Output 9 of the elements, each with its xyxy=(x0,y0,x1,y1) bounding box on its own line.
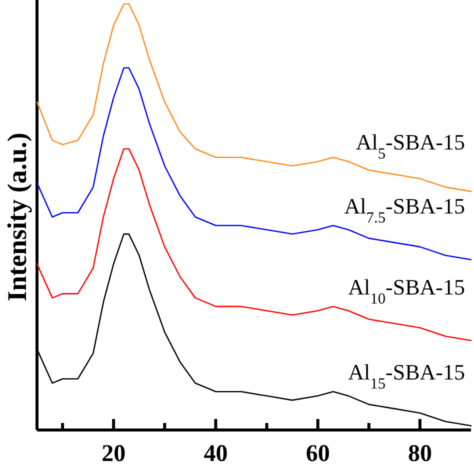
series-label: Al$_{7.5}$-SBA-15 xyxy=(344,194,465,226)
x-tick-label: 40 xyxy=(204,441,228,468)
y-axis-title: Intensity (a.u.) xyxy=(2,132,32,302)
series-label: Al$_{15}$-SBA-15 xyxy=(348,360,465,392)
x-tick-label: 20 xyxy=(102,441,126,468)
series-label: Al$_{5}$-SBA-15 xyxy=(356,130,465,162)
x-tick-label: 60 xyxy=(306,441,330,468)
series-label: Al$_{10}$-SBA-15 xyxy=(348,274,465,307)
x-tick-label: 80 xyxy=(408,441,432,468)
